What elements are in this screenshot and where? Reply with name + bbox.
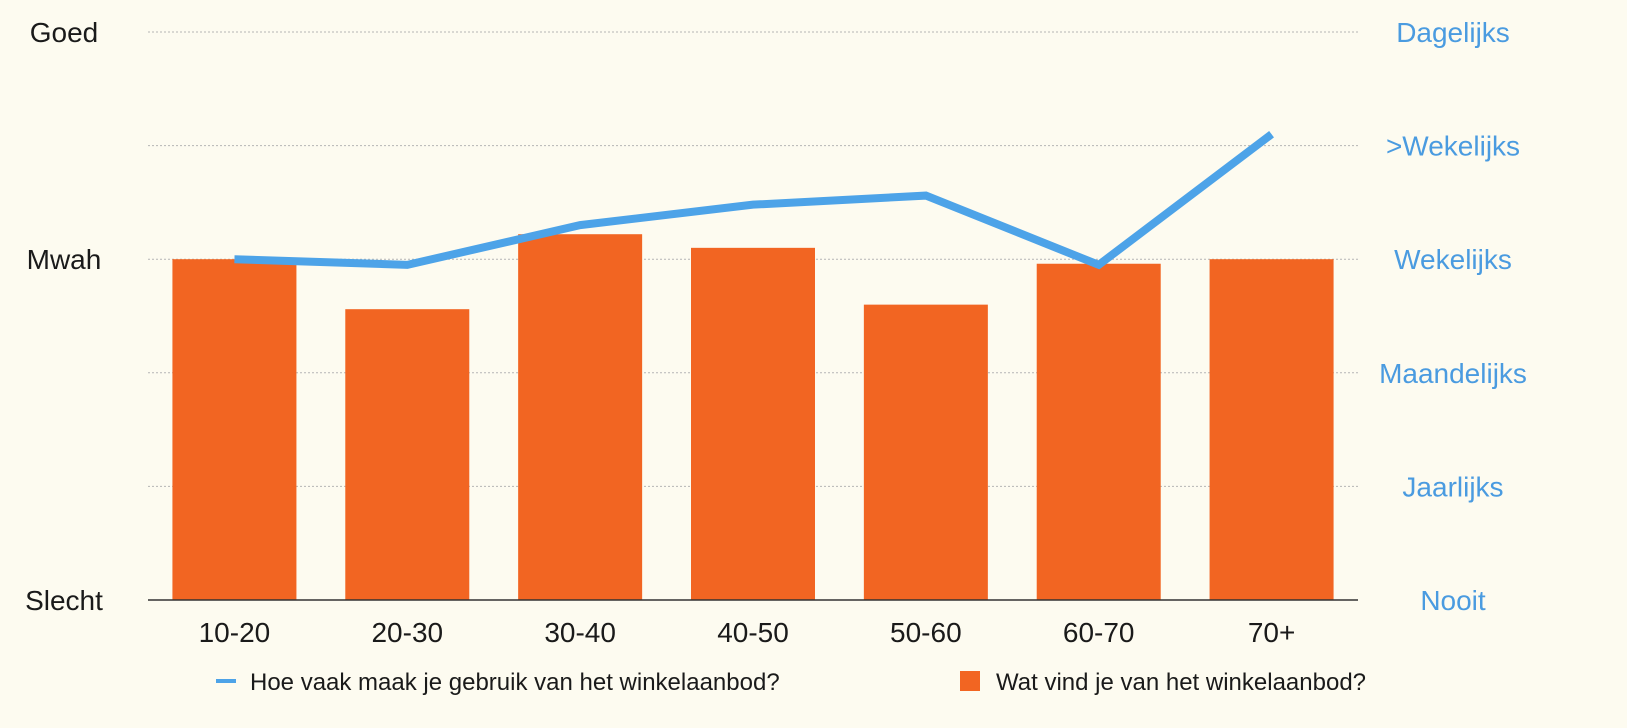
bar-40-50: [691, 248, 815, 600]
bar-30-40: [518, 234, 642, 600]
x-tick-label: 50-60: [890, 617, 962, 648]
bar-10-20: [172, 259, 296, 600]
right-tick-label: >Wekelijks: [1386, 131, 1520, 162]
bar-20-30: [345, 309, 469, 600]
right-tick-label: Wekelijks: [1394, 244, 1512, 275]
bars: [172, 234, 1333, 600]
right-tick-label: Nooit: [1420, 585, 1486, 616]
left-tick-label: Mwah: [27, 244, 102, 275]
legend-bar-swatch: [960, 671, 980, 691]
x-tick-label: 40-50: [717, 617, 789, 648]
x-tick-label: 60-70: [1063, 617, 1135, 648]
legend-label-line: Hoe vaak maak je gebruik van het winkela…: [250, 669, 780, 696]
right-tick-label: Jaarlijks: [1402, 471, 1503, 502]
right-tick-label: Dagelijks: [1396, 17, 1510, 48]
bar-70+: [1210, 259, 1334, 600]
bar-60-70: [1037, 264, 1161, 600]
legend-label-bar: Wat vind je van het winkelaanbod?: [996, 669, 1366, 696]
x-tick-label: 30-40: [544, 617, 616, 648]
line-series: [234, 134, 1271, 265]
x-tick-label: 10-20: [199, 617, 271, 648]
x-tick-label: 70+: [1248, 617, 1296, 648]
left-tick-label: Goed: [30, 17, 99, 48]
left-tick-label: Slecht: [25, 585, 103, 616]
right-tick-label: Maandelijks: [1379, 358, 1527, 389]
bar-50-60: [864, 305, 988, 600]
legend: Hoe vaak maak je gebruik van het winkela…: [216, 669, 1366, 696]
x-tick-label: 20-30: [371, 617, 443, 648]
line-usage-frequency: [234, 134, 1271, 265]
